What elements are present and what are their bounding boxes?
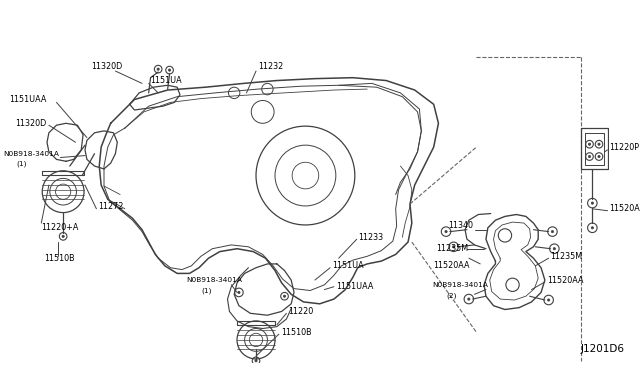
Circle shape — [284, 295, 285, 297]
Text: (2): (2) — [446, 292, 456, 298]
Text: (1): (1) — [201, 287, 211, 294]
Circle shape — [588, 143, 591, 145]
Circle shape — [591, 202, 593, 204]
Circle shape — [598, 143, 600, 145]
Circle shape — [468, 298, 470, 300]
Text: 1151UA: 1151UA — [332, 261, 364, 270]
Text: 11220P: 11220P — [609, 142, 639, 151]
Text: 11233: 11233 — [358, 233, 383, 242]
Text: 11510B: 11510B — [281, 328, 311, 337]
Circle shape — [547, 299, 550, 301]
Circle shape — [553, 248, 556, 250]
Text: 11510B: 11510B — [44, 254, 75, 263]
Text: 11320D: 11320D — [92, 62, 123, 71]
Text: 11235M: 11235M — [550, 252, 582, 261]
Text: 11220: 11220 — [289, 307, 314, 316]
Text: 11220+A: 11220+A — [42, 223, 79, 232]
Circle shape — [551, 231, 554, 233]
Text: 1151UA: 1151UA — [150, 76, 182, 85]
Text: N0B918-3401A: N0B918-3401A — [187, 277, 243, 283]
Circle shape — [452, 246, 455, 248]
Text: 11235M: 11235M — [436, 244, 468, 253]
Circle shape — [168, 69, 171, 71]
Text: 11520A: 11520A — [609, 204, 640, 213]
Text: 11232: 11232 — [258, 62, 283, 71]
Text: N0B918-3401A: N0B918-3401A — [3, 151, 59, 157]
Circle shape — [591, 227, 593, 229]
Circle shape — [445, 231, 447, 233]
Circle shape — [598, 155, 600, 158]
Circle shape — [62, 235, 64, 237]
Text: 1151UAA: 1151UAA — [9, 95, 46, 104]
Circle shape — [588, 155, 591, 158]
Text: 11520AA: 11520AA — [433, 261, 469, 270]
Circle shape — [255, 360, 257, 362]
Text: 11340: 11340 — [448, 221, 473, 230]
Text: 11320D: 11320D — [15, 119, 46, 128]
Text: 11272: 11272 — [99, 202, 124, 211]
Text: 1151UAA: 1151UAA — [336, 282, 373, 291]
Text: 11520AA: 11520AA — [547, 276, 583, 285]
Circle shape — [157, 68, 159, 70]
Circle shape — [238, 291, 240, 294]
Text: J1201D6: J1201D6 — [581, 344, 625, 355]
Text: N0B918-3401A: N0B918-3401A — [433, 282, 488, 288]
Text: (1): (1) — [17, 161, 27, 167]
